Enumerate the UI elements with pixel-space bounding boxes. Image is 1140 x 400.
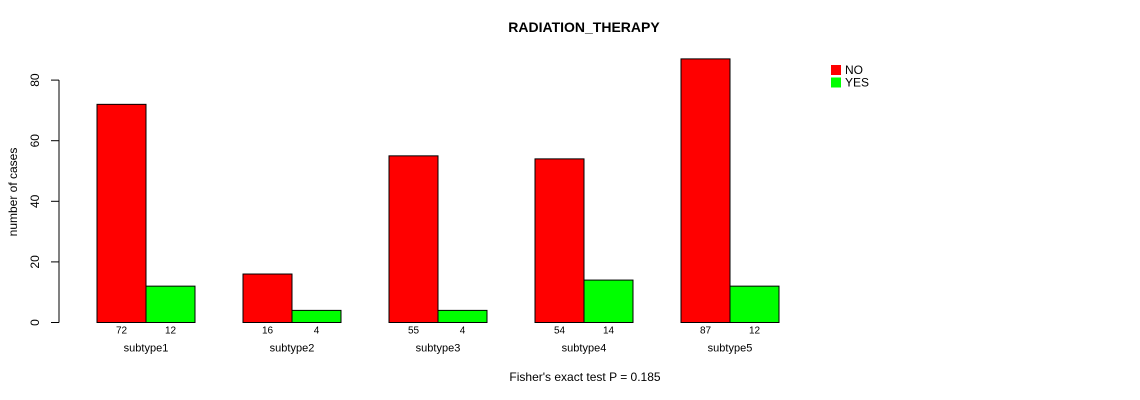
bar-value-label: 12 bbox=[749, 326, 761, 337]
category-label: subtype5 bbox=[708, 343, 753, 355]
bar-no-subtype3 bbox=[388, 155, 439, 323]
bar-yes-subtype5 bbox=[729, 285, 780, 324]
bar-no-subtype1 bbox=[96, 103, 147, 323]
bar-group-subtype4: 54 14 subtype4 bbox=[534, 158, 634, 355]
category-label: subtype1 bbox=[124, 343, 169, 355]
category-label: subtype4 bbox=[562, 343, 607, 355]
category-label: subtype2 bbox=[270, 343, 315, 355]
y-tick-label: 20 bbox=[28, 255, 42, 269]
bar-group-subtype5: 87 12 subtype5 bbox=[680, 58, 780, 355]
bar-groups: 72 12 subtype1 16 4 subtype2 55 4 subtype3 54 14 su… bbox=[96, 58, 780, 355]
legend-label-no: NO bbox=[845, 63, 863, 77]
y-tick-label: 0 bbox=[28, 319, 42, 326]
bar-group-subtype1: 72 12 subtype1 bbox=[96, 103, 196, 355]
legend-swatch-yes bbox=[831, 77, 841, 88]
bar-value-label: 87 bbox=[700, 326, 712, 337]
bar-no-subtype5 bbox=[680, 58, 731, 323]
bar-no-subtype2 bbox=[242, 273, 293, 323]
bar-no-subtype4 bbox=[534, 158, 585, 323]
bar-group-subtype2: 16 4 subtype2 bbox=[242, 273, 342, 355]
bar-value-label: 72 bbox=[116, 326, 128, 337]
y-axis: 0 20 40 60 80 bbox=[28, 73, 60, 326]
footer-annotation: Fisher's exact test P = 0.185 bbox=[509, 370, 660, 384]
bar-value-label: 54 bbox=[554, 326, 566, 337]
bar-value-label: 55 bbox=[408, 326, 420, 337]
bar-value-label: 4 bbox=[460, 326, 466, 337]
bar-value-label: 16 bbox=[262, 326, 274, 337]
legend-swatch-no bbox=[831, 65, 841, 75]
bar-yes-subtype4 bbox=[583, 279, 634, 323]
bar-value-label: 4 bbox=[314, 326, 320, 337]
legend-label-yes: YES bbox=[845, 76, 869, 90]
bar-yes-subtype3 bbox=[437, 309, 488, 324]
category-label: subtype3 bbox=[416, 343, 461, 355]
bar-value-label: 12 bbox=[165, 326, 177, 337]
y-axis-label: number of cases bbox=[6, 148, 20, 237]
bar-group-subtype3: 55 4 subtype3 bbox=[388, 155, 488, 355]
bar-value-label: 14 bbox=[603, 326, 615, 337]
y-tick-label: 40 bbox=[28, 194, 42, 208]
bar-yes-subtype1 bbox=[145, 285, 196, 324]
chart-title: RADIATION_THERAPY bbox=[508, 19, 660, 35]
y-tick-label: 60 bbox=[28, 134, 42, 148]
y-tick-label: 80 bbox=[28, 73, 42, 87]
bar-yes-subtype2 bbox=[291, 309, 342, 324]
